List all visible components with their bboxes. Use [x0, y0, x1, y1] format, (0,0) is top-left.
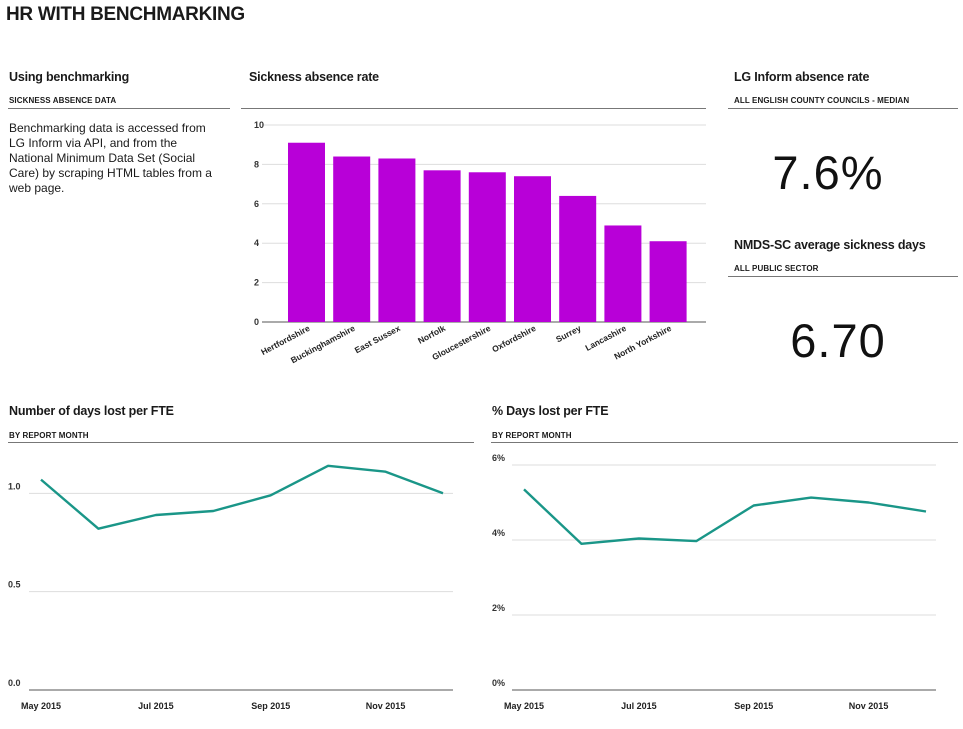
- bar-y-tick-label: 6: [254, 199, 259, 209]
- bar-surrey: [559, 195, 597, 322]
- bar-y-tick-label: 2: [254, 278, 259, 288]
- kpi-lg-title: LG Inform absence rate: [734, 70, 870, 84]
- bar-gloucestershire: [468, 172, 506, 322]
- pct-days-lost-subtitle: BY REPORT MONTH: [492, 431, 572, 440]
- info-panel-title: Using benchmarking: [9, 70, 130, 84]
- kpi-lg-subtitle: ALL ENGLISH COUNTY COUNCILS - MEDIAN: [734, 96, 910, 105]
- page-title: HR WITH BENCHMARKING: [6, 4, 245, 25]
- bar-oxfordshire: [514, 176, 551, 322]
- days-lost-x-tick-label: Nov 2015: [366, 701, 406, 711]
- bar-chart-rule: [241, 108, 706, 109]
- info-panel-description: Benchmarking data is accessed from LG In…: [9, 121, 212, 195]
- days-lost-title: Number of days lost per FTE: [9, 404, 174, 418]
- pct-days-lost-x-tick-label: May 2015: [504, 701, 544, 711]
- bar-buckinghamshire: [333, 156, 371, 322]
- days-lost-y-tick-label: 1.0: [8, 481, 21, 491]
- days-lost-x-tick-label: Jul 2015: [138, 701, 174, 711]
- pct-days-lost-x-tick-label: Sep 2015: [734, 701, 773, 711]
- kpi-lg-rule: [728, 108, 958, 109]
- days-lost-series-line: [40, 464, 444, 530]
- kpi-nmds-rule: [728, 276, 958, 277]
- kpi-nmds-value: 6.70: [790, 314, 886, 367]
- pct-days-lost-x-tick-label: Nov 2015: [849, 701, 889, 711]
- days-lost-y-tick-label: 0.0: [8, 678, 21, 688]
- bar-y-tick-label: 8: [254, 159, 259, 169]
- bar-y-tick-label: 4: [254, 238, 259, 248]
- days-lost-subtitle: BY REPORT MONTH: [9, 431, 89, 440]
- bar-hertfordshire: [288, 142, 325, 322]
- kpi-lg-value: 7.6%: [772, 146, 884, 199]
- bar-east-sussex: [378, 158, 416, 322]
- bar-norfolk: [423, 170, 461, 322]
- bar-y-tick-label: 10: [254, 120, 264, 130]
- pct-days-lost-y-tick-label: 4%: [492, 528, 505, 538]
- pct-days-lost-y-tick-label: 6%: [492, 453, 505, 463]
- kpi-nmds-subtitle: ALL PUBLIC SECTOR: [734, 264, 819, 273]
- pct-days-lost-series-line: [523, 488, 927, 545]
- info-panel-rule: [8, 108, 230, 109]
- days-lost-x-tick-label: Sep 2015: [251, 701, 290, 711]
- pct-days-lost-y-tick-label: 0%: [492, 678, 505, 688]
- bar-lancashire: [604, 225, 642, 322]
- days-lost-rule: [8, 442, 474, 443]
- bar-y-tick-label: 0: [254, 317, 259, 327]
- days-lost-y-tick-label: 0.5: [8, 580, 21, 590]
- info-panel-subtitle: SICKNESS ABSENCE DATA: [9, 96, 117, 105]
- pct-days-lost-y-tick-label: 2%: [492, 603, 505, 613]
- pct-days-lost-rule: [491, 442, 958, 443]
- days-lost-x-tick-label: May 2015: [21, 701, 61, 711]
- pct-days-lost-x-tick-label: Jul 2015: [621, 701, 657, 711]
- bar-chart-title: Sickness absence rate: [249, 70, 379, 84]
- pct-days-lost-title: % Days lost per FTE: [492, 404, 609, 418]
- kpi-nmds-title: NMDS-SC average sickness days: [734, 238, 926, 252]
- bar-north-yorkshire: [649, 241, 687, 322]
